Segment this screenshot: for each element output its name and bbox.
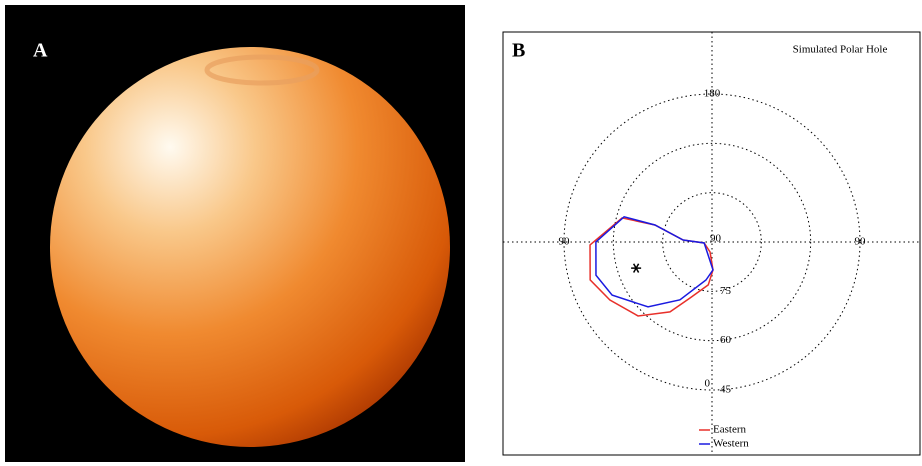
- theta-tick-label: 0: [705, 378, 711, 390]
- marker-stroke: [632, 263, 640, 273]
- grid-circle: [662, 192, 762, 292]
- r-tick-label: 45: [720, 384, 732, 396]
- panel-label: B: [512, 40, 525, 62]
- legend-label: Western: [713, 438, 749, 450]
- r-tick-label: 90: [710, 233, 722, 245]
- panel-label: A: [33, 40, 48, 62]
- grid-circle: [563, 93, 861, 391]
- theta-tick-label: 180: [704, 88, 721, 100]
- r-tick-label: 75: [720, 285, 732, 297]
- legend-label: Eastern: [713, 424, 746, 436]
- chart-title: Simulated Polar Hole: [793, 44, 888, 56]
- theta-tick-label: 90: [855, 236, 867, 248]
- star-sphere: [50, 47, 450, 447]
- grid-circle: [612, 142, 812, 342]
- series-line: [595, 215, 714, 308]
- theta-tick-label: 90: [559, 236, 571, 248]
- polar-spot: [204, 54, 320, 86]
- r-tick-label: 60: [720, 334, 732, 346]
- polar-plot: 90 75 60 45 180 90 90 0 Eastern Western: [559, 88, 867, 450]
- marker: [631, 263, 642, 273]
